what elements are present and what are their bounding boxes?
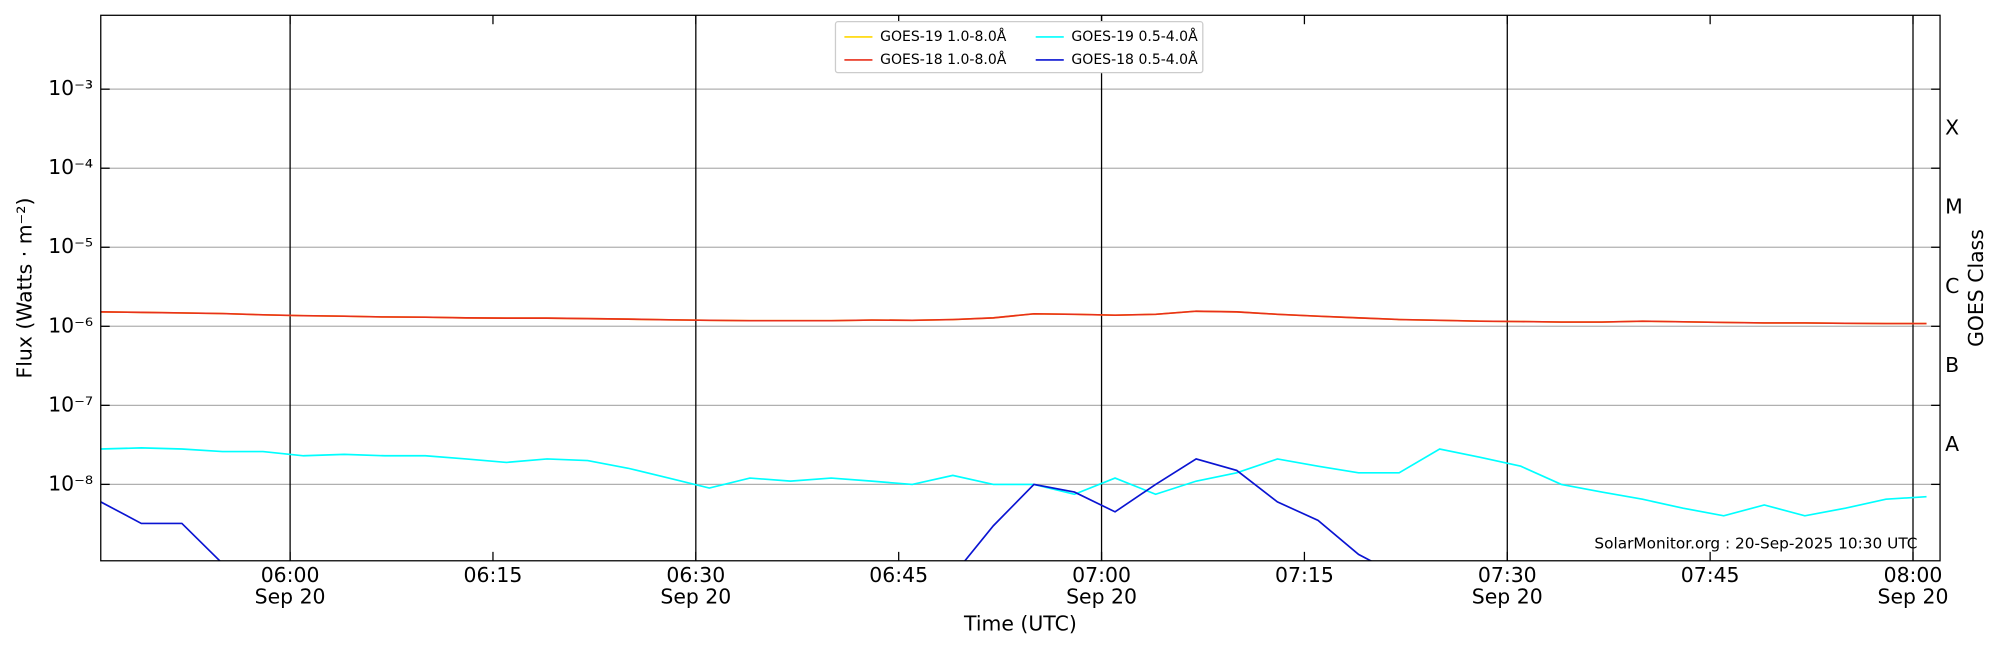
y-axis-label: Flux (Watts · m⁻²) [13,198,37,379]
x-tick-label: 06:00 [261,563,320,587]
x-tick-label: 07:00 [1072,563,1131,587]
x-tick-date: Sep 20 [255,585,326,609]
x-tick-date: Sep 20 [1472,585,1543,609]
x-tick-date: Sep 20 [660,585,731,609]
y-tick-label: 10⁻⁶ [48,313,93,337]
footnote: SolarMonitor.org : 20-Sep-2025 10:30 UTC [1594,535,1917,553]
x-tick-date: Sep 20 [1878,585,1949,609]
legend-box [834,21,1204,74]
x-axis-label: Time (UTC) [963,612,1077,636]
y-tick-label: 10⁻³ [48,76,93,100]
legend-label: GOES-19 0.5-4.0Å [1071,28,1198,45]
x-tick-date: Sep 20 [1066,585,1137,609]
lines [100,310,1927,561]
x-tick-label: 07:30 [1478,563,1537,587]
x-tick-label: 06:15 [464,563,523,587]
y-tick-label: 10⁻⁴ [48,155,93,179]
y-tick-label: 10⁻⁷ [48,392,93,416]
legend-label: GOES-18 0.5-4.0Å [1071,51,1198,68]
y-tick-label: 10⁻⁸ [48,471,93,495]
legend-label: GOES-19 1.0-8.0Å [880,28,1007,45]
x-tick-label: 07:15 [1275,563,1334,587]
y2-axis-label: GOES Class [1964,229,1988,347]
x-tick-label: 06:45 [869,563,928,587]
legend: GOES-19 1.0-8.0Å GOES-18 1.0-8.0Å GOES-19 … [834,21,1204,74]
series-line [100,458,1373,561]
plot-area [100,15,1941,561]
x-tick-label: 06:30 [666,563,725,587]
x-tick-label: 08:00 [1884,563,1943,587]
series-line [100,310,1927,325]
series-line [100,447,1927,517]
y2-class-label: B [1945,353,1959,377]
y2-class-label: A [1945,432,1959,456]
legend-label: GOES-18 1.0-8.0Å [880,51,1007,68]
plot-frame [100,14,1941,562]
y-tick-label: 10⁻⁵ [48,234,93,258]
y2-class-label: C [1945,274,1959,298]
y2-class-label: M [1945,195,1963,219]
x-tick-label: 07:45 [1681,563,1740,587]
y2-class-label: X [1945,116,1959,140]
